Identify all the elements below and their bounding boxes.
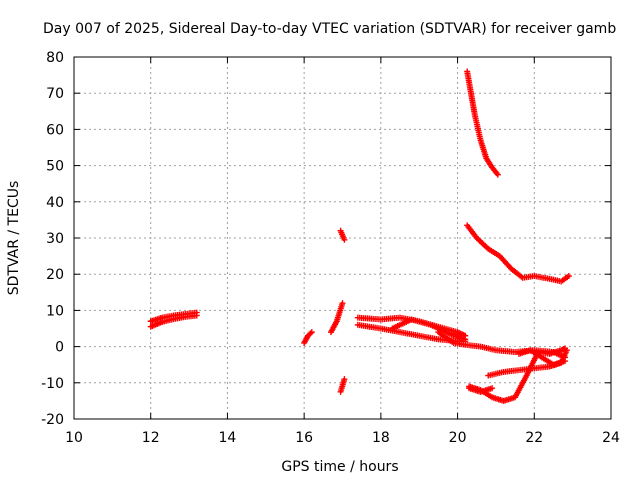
x-tick-label: 16 <box>295 430 313 446</box>
x-tick-label: 22 <box>525 430 543 446</box>
y-tick-label: -10 <box>41 376 64 392</box>
y-tick-label: -20 <box>41 412 64 428</box>
data-point <box>307 330 314 337</box>
y-tick-label: 40 <box>46 195 64 211</box>
x-tick-label: 14 <box>219 430 237 446</box>
y-tick-label: 80 <box>46 50 64 66</box>
data-point <box>565 273 572 280</box>
x-tick-label: 10 <box>65 430 83 446</box>
x-tick-label: 20 <box>449 430 467 446</box>
x-axis-label: GPS time / hours <box>281 459 398 475</box>
data-point <box>341 236 348 243</box>
chart-title: Day 007 of 2025, Sidereal Day-to-day VTE… <box>43 21 616 37</box>
data-point <box>462 336 469 343</box>
y-tick-label: 0 <box>55 340 64 356</box>
data-point <box>193 312 200 319</box>
y-tick-label: 20 <box>46 267 64 283</box>
y-tick-label: 70 <box>46 86 64 102</box>
data-point <box>339 300 346 307</box>
y-tick-label: 60 <box>46 122 64 138</box>
y-tick-label: 50 <box>46 159 64 175</box>
data-point <box>489 385 496 392</box>
y-tick-label: 10 <box>46 303 64 319</box>
data-points <box>147 68 572 404</box>
y-axis-label: SDTVAR / TECUs <box>6 181 22 296</box>
axis-ticks: 10 12 14 16 18 20 22 24 -20 -10 0 10 20 30 40 50 60 70 80 <box>41 50 620 446</box>
x-tick-label: 12 <box>142 430 160 446</box>
x-tick-label: 18 <box>372 430 390 446</box>
data-point <box>308 329 315 336</box>
grid <box>74 57 611 419</box>
data-point <box>341 376 348 383</box>
y-tick-label: 30 <box>46 231 64 247</box>
data-point <box>563 347 570 354</box>
data-point <box>561 358 568 365</box>
x-tick-label: 24 <box>602 430 620 446</box>
data-point <box>494 171 501 178</box>
